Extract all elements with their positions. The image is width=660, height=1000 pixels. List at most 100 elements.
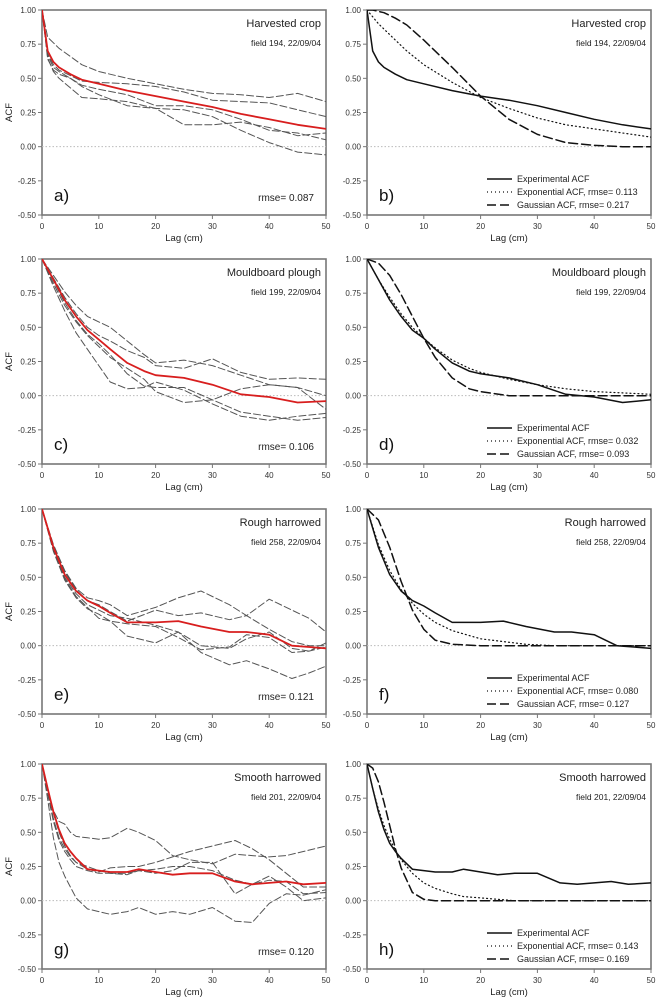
x-tick-label: 30 [533,471,542,480]
experimental-acf-line [367,509,651,650]
panel-letter: g) [54,940,69,959]
profile-acf-line [42,259,326,421]
profile-acf-line [42,509,326,652]
panel-letter: c) [54,435,68,454]
panel-title: Rough harrowed [240,517,321,529]
y-axis-label: ACF [4,602,15,621]
y-tick-label: 0.00 [345,392,361,401]
x-tick-label: 20 [151,976,160,985]
legend: Experimental ACF Exponential ACF, rmse= 0… [487,174,638,210]
x-tick-label: 10 [94,222,103,231]
x-axis-label: Lag (cm) [165,987,202,998]
y-tick-label: -0.50 [343,211,362,220]
x-tick-label: 20 [476,471,485,480]
profile-acf-line [42,259,326,380]
experimental-acf-line [367,259,651,404]
panel-subtitle: field 201, 22/09/04 [251,792,321,802]
y-tick-label: 0.75 [20,40,36,49]
gaussian-acf-line [367,509,651,647]
x-axis-label: Lag (cm) [165,233,202,244]
rmse-annotation: rmse= 0.087 [258,193,314,204]
x-tick-label: 0 [40,471,45,480]
x-axis-label: Lag (cm) [490,987,527,998]
x-tick-label: 50 [647,471,656,480]
y-tick-label: 0.75 [20,289,36,298]
panel-subtitle: field 199, 22/09/04 [576,287,646,297]
x-tick-label: 0 [40,721,45,730]
y-tick-label: 0.25 [345,358,361,367]
mean-acf-line [42,259,326,404]
y-tick-label: 0.25 [20,863,36,872]
x-tick-label: 10 [419,976,428,985]
x-tick-label: 30 [533,976,542,985]
mean-acf-line [42,10,326,130]
exponential-acf-line [367,764,651,902]
y-tick-label: 0.75 [20,539,36,548]
y-tick-label: 0.25 [345,608,361,617]
panel-letter: b) [379,186,394,205]
x-tick-label: 40 [590,721,599,730]
y-tick-label: -0.50 [18,965,37,974]
legend: Experimental ACF Exponential ACF, rmse= 0… [487,673,638,709]
y-tick-label: 0.25 [345,863,361,872]
y-tick-label: 0.50 [20,323,36,332]
series-group [367,259,651,404]
legend-experimental-label: Experimental ACF [517,174,590,184]
profile-acf-line [42,764,326,865]
x-tick-label: 40 [265,222,274,231]
panel-letter: e) [54,685,69,704]
x-tick-label: 0 [365,976,370,985]
y-tick-label: 0.00 [345,897,361,906]
x-tick-label: 0 [365,471,370,480]
y-tick-label: -0.50 [343,965,362,974]
x-axis-label: Lag (cm) [490,233,527,244]
legend-gaussian-label: Gaussian ACF, rmse= 0.169 [517,954,629,964]
experimental-acf-line [367,764,651,886]
x-tick-label: 30 [208,721,217,730]
profile-acf-line [42,509,326,633]
y-tick-label: 0.75 [345,794,361,803]
y-tick-label: 0.00 [345,143,361,152]
profile-acf-line [42,509,326,653]
legend-experimental-label: Experimental ACF [517,423,590,433]
panel-h: -0.50 -0.25 0.00 0.25 0.50 0.75 1.00 0 10 20 30 40 5… [343,760,656,998]
y-tick-label: 0.00 [20,143,36,152]
y-tick-label: 1.00 [20,255,36,264]
y-tick-label: 1.00 [20,6,36,15]
x-tick-label: 0 [40,976,45,985]
x-tick-label: 30 [533,222,542,231]
x-tick-label: 10 [419,222,428,231]
legend-exponential-label: Exponential ACF, rmse= 0.080 [517,686,638,696]
x-tick-label: 20 [151,471,160,480]
legend-gaussian-label: Gaussian ACF, rmse= 0.217 [517,200,629,210]
profile-acf-line [42,10,326,103]
y-tick-label: 0.75 [345,289,361,298]
panel-title: Rough harrowed [565,517,646,529]
x-tick-label: 20 [476,222,485,231]
series-group [367,509,651,650]
series-group [367,764,651,902]
panel-subtitle: field 258, 22/09/04 [251,537,321,547]
panel-letter: d) [379,435,394,454]
profile-acf-line [42,10,326,118]
x-tick-label: 30 [208,222,217,231]
profile-acf-line [42,509,326,647]
x-tick-label: 40 [590,471,599,480]
y-tick-label: 0.75 [345,539,361,548]
y-tick-label: 0.00 [345,642,361,651]
legend-exponential-label: Exponential ACF, rmse= 0.113 [517,187,638,197]
panel-letter: a) [54,186,69,205]
series-group [42,509,326,679]
y-tick-label: -0.25 [18,426,37,435]
mean-acf-line [42,764,326,886]
panel-subtitle: field 194, 22/09/04 [576,38,646,48]
y-tick-label: 0.50 [20,573,36,582]
y-tick-label: 1.00 [345,760,361,769]
profile-acf-line [42,259,326,397]
gaussian-acf-line [367,764,651,902]
profile-acf-line [42,259,326,410]
x-tick-label: 50 [322,976,331,985]
legend-gaussian-label: Gaussian ACF, rmse= 0.093 [517,449,629,459]
y-tick-label: 0.25 [20,608,36,617]
